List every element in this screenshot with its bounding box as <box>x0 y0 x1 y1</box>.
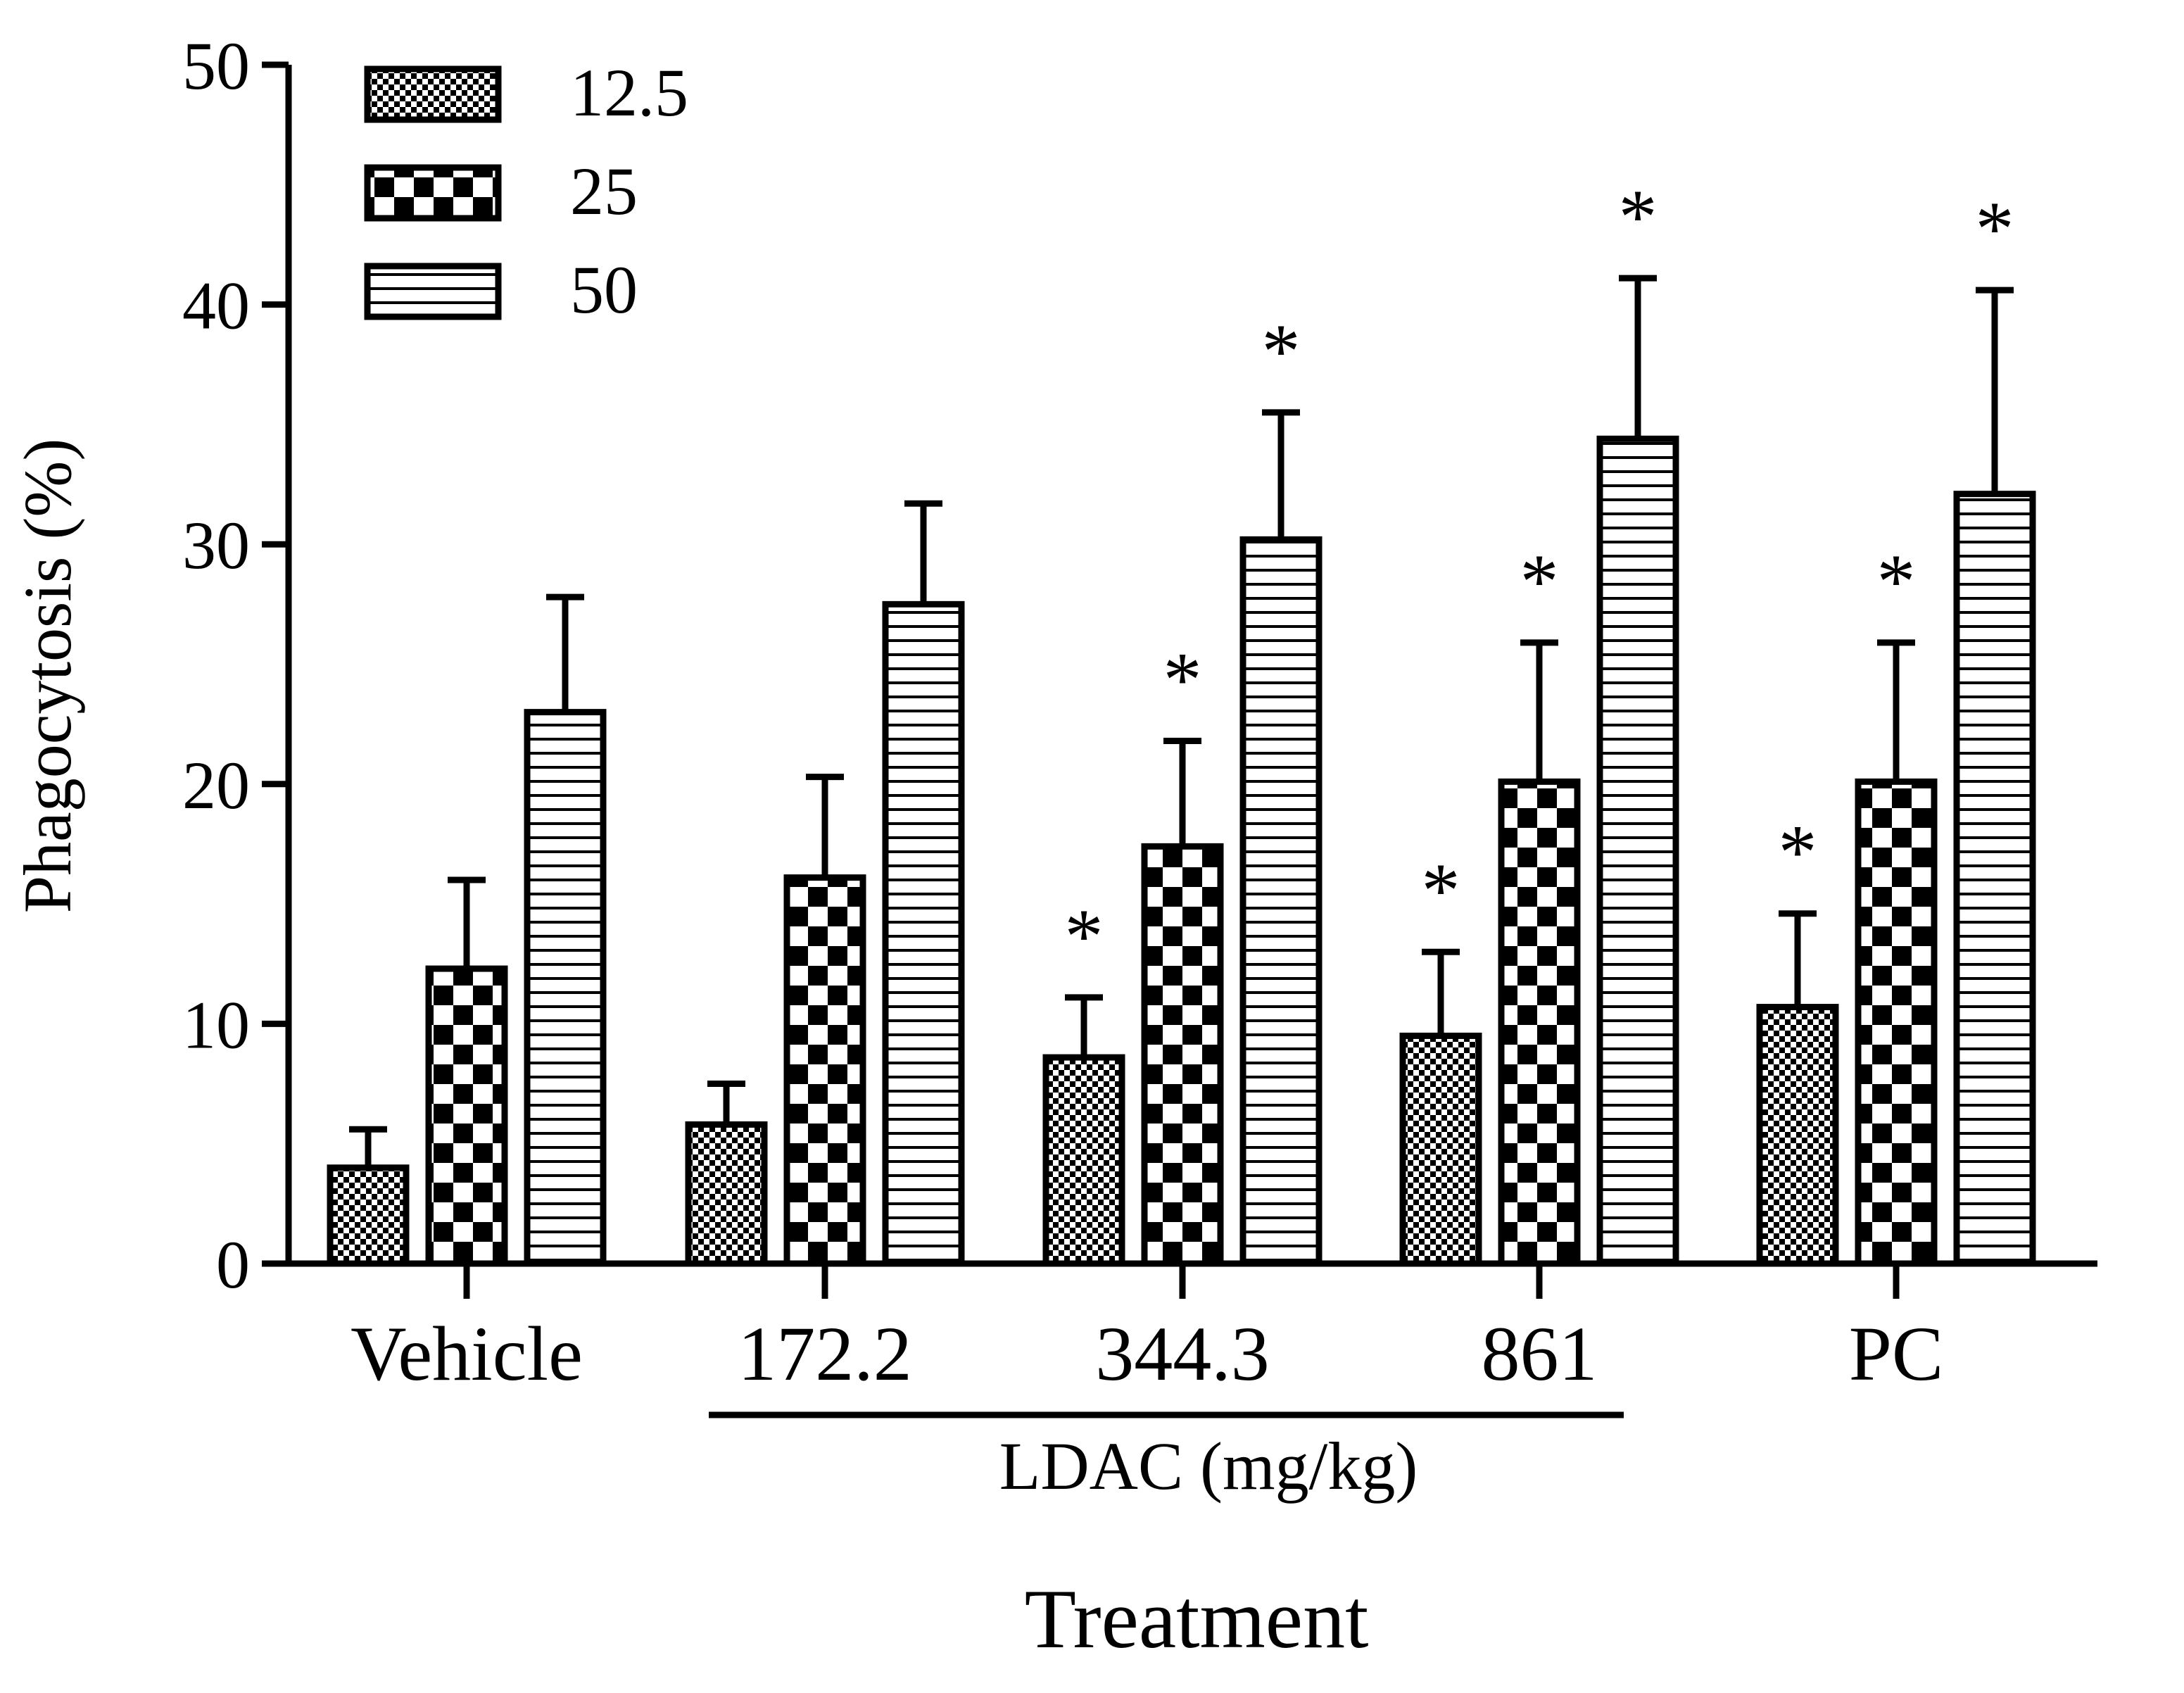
bars-layer <box>327 435 2036 1267</box>
bar-12.5-344.3 <box>1042 1054 1125 1267</box>
y-ticks: 0 10 20 30 40 50 <box>182 28 289 1302</box>
group-bracket: LDAC (mg/kg) <box>709 1411 1624 1504</box>
error-bars-layer <box>349 275 2014 1168</box>
y-axis-label: Phagocytosis (%) <box>10 439 85 914</box>
y-tick-label: 20 <box>182 748 250 823</box>
y-tick-label: 0 <box>216 1227 250 1302</box>
x-tick-label: 861 <box>1482 1311 1598 1397</box>
bar-12.5-PC <box>1756 1004 1839 1267</box>
significance-marker: * <box>1619 174 1658 260</box>
significance-marker: * <box>1520 539 1559 624</box>
bar-50-344.3 <box>1239 536 1323 1267</box>
bar-50-172.2 <box>882 600 965 1267</box>
significance-marker: * <box>1422 848 1460 933</box>
significance-marker: * <box>1262 308 1301 394</box>
significance-marker: * <box>1779 810 1817 895</box>
y-tick-label: 50 <box>182 28 250 103</box>
bar-25-172.2 <box>783 874 866 1267</box>
significance-marker: * <box>1065 893 1104 979</box>
bar-50-Vehicle <box>524 709 607 1267</box>
legend-item-12.5: 12.5 <box>364 55 688 130</box>
bar-50-PC <box>1953 491 2036 1267</box>
x-axis-label: Treatment <box>1025 1572 1369 1666</box>
y-tick-label: 40 <box>182 268 250 344</box>
x-tick-label: Vehicle <box>351 1311 583 1397</box>
x-tick-label: 172.2 <box>738 1311 912 1397</box>
significance-marker: * <box>1163 636 1202 722</box>
legend-label: 25 <box>570 153 638 229</box>
legend-label: 12.5 <box>570 55 688 130</box>
bar-12.5-172.2 <box>685 1121 768 1267</box>
y-tick-label: 10 <box>182 987 250 1062</box>
bar-25-344.3 <box>1141 843 1224 1267</box>
bar-25-PC <box>1855 778 1938 1267</box>
bar-25-861 <box>1498 778 1581 1267</box>
x-ticks: Vehicle 172.2 344.3 861 PC <box>351 1264 1943 1397</box>
legend-swatch <box>364 164 502 222</box>
legend-swatch <box>364 263 502 320</box>
legend-item-25: 25 <box>364 153 638 229</box>
legend-item-50: 50 <box>364 252 638 327</box>
bar-50-861 <box>1596 435 1679 1267</box>
x-tick-label: PC <box>1849 1311 1944 1397</box>
legend-swatch <box>364 65 502 123</box>
legend-label: 50 <box>570 252 638 327</box>
x-tick-label: 344.3 <box>1095 1311 1270 1397</box>
bar-25-Vehicle <box>425 965 508 1267</box>
y-tick-label: 30 <box>182 508 250 583</box>
legend: 12.5 25 50 <box>364 55 688 327</box>
bar-12.5-Vehicle <box>327 1164 410 1267</box>
significance-layer: * * * * * * * * * <box>1065 174 2014 979</box>
bar-12.5-861 <box>1399 1032 1482 1267</box>
axes: 0 10 20 30 40 50 Vehicle 172.2 344.3 861 PC <box>182 28 2097 1397</box>
significance-marker: * <box>1877 539 1916 624</box>
significance-marker: * <box>1976 186 2014 272</box>
group-label: LDAC (mg/kg) <box>999 1428 1418 1504</box>
